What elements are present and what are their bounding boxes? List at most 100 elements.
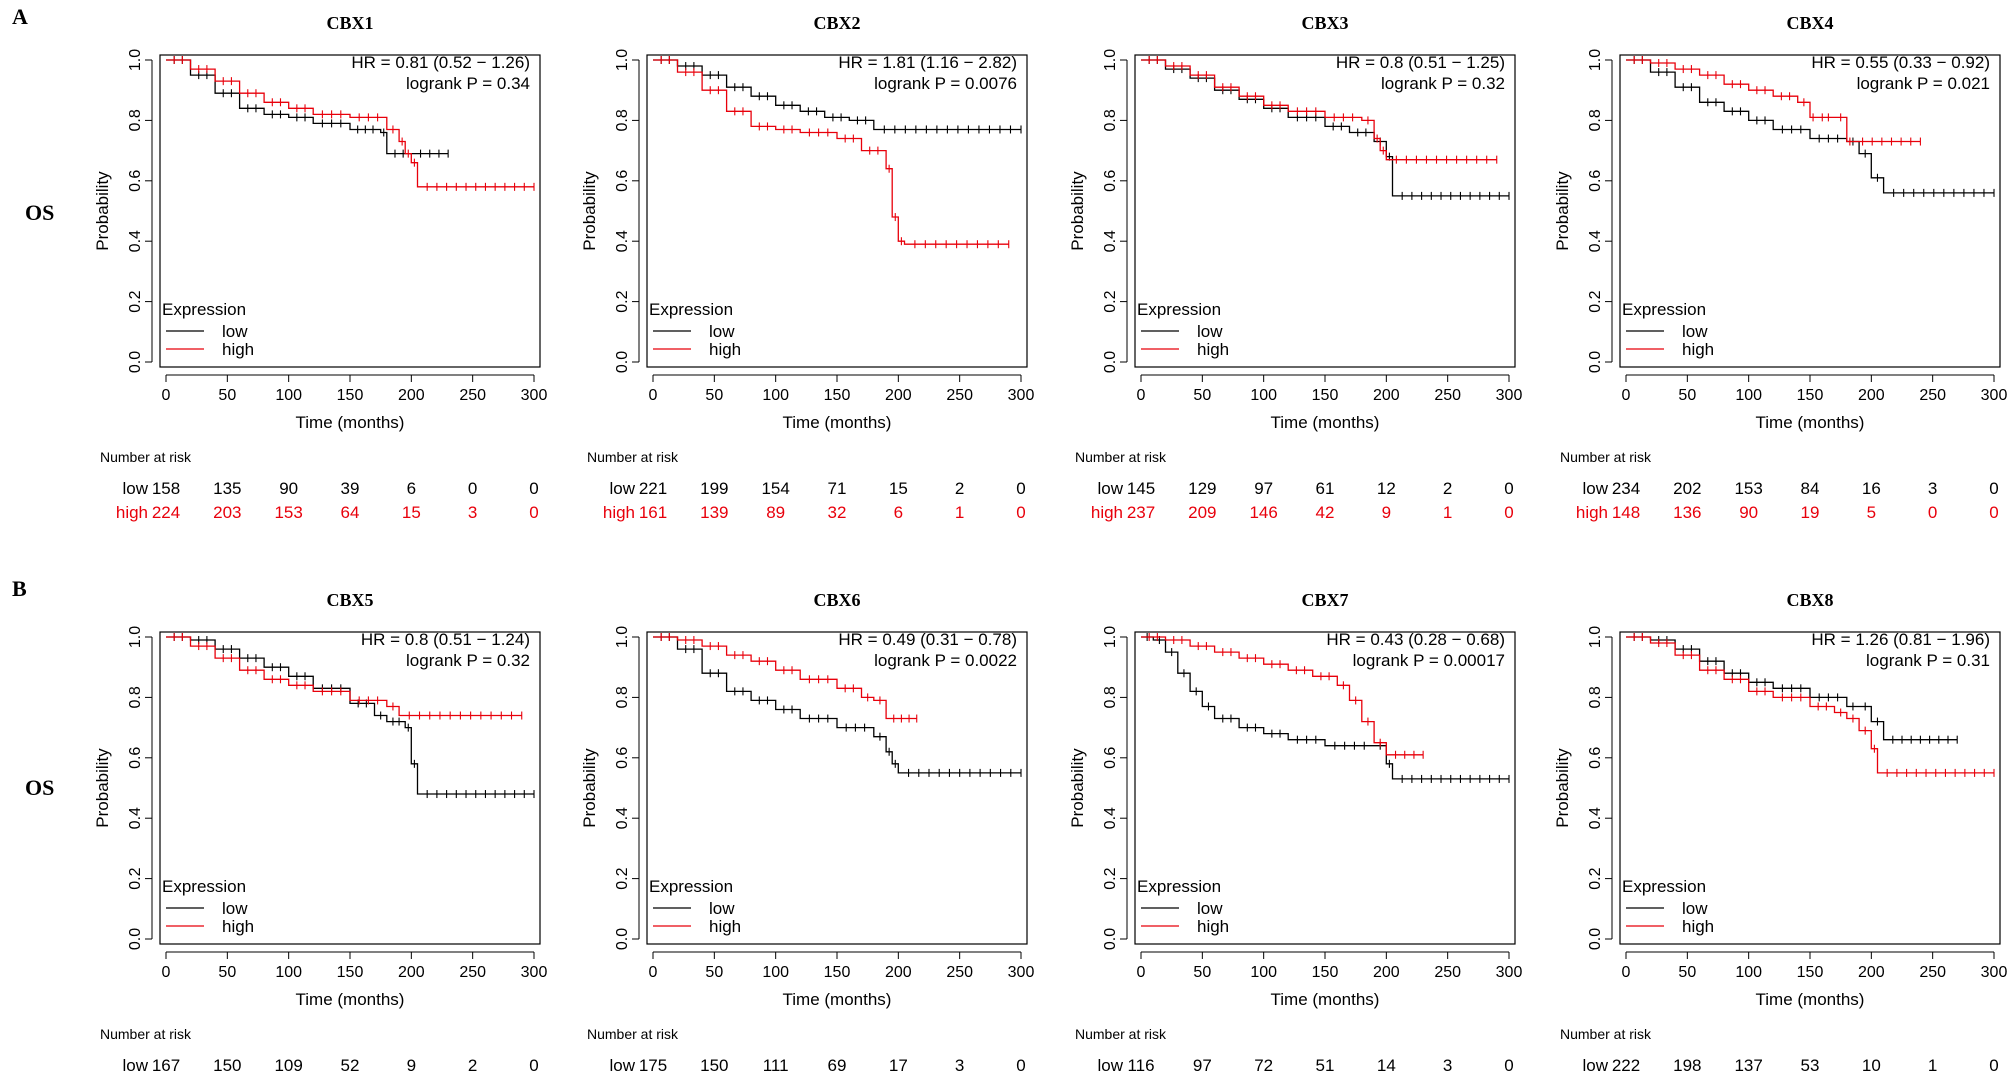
risk-table-title: Number at risk (1075, 1026, 1167, 1042)
risk-count-low: 158 (152, 479, 180, 498)
km-chart-cbx5: CBX5 0 50 100 150 200 250 300 Time (months) 0.0 0.… (93, 590, 547, 1081)
panel-label-a: A (12, 4, 28, 29)
risk-count-low: 199 (700, 479, 728, 498)
x-axis-label: Time (months) (783, 990, 892, 1009)
y-tick-label: 0.8 (614, 686, 631, 708)
plot-frame (1619, 54, 2001, 368)
x-tick-label: 0 (1137, 964, 1146, 981)
x-tick-label: 300 (1008, 387, 1035, 404)
x-tick-label: 250 (946, 964, 973, 981)
risk-count-low: 129 (1188, 479, 1216, 498)
x-tick-label: 100 (1735, 387, 1762, 404)
legend-label-low: low (1197, 899, 1223, 918)
y-axis-label: Probability (93, 748, 112, 828)
x-axis-label: Time (months) (296, 413, 405, 432)
risk-row-label-low: low (1582, 1056, 1608, 1075)
y-tick-label: 0.6 (614, 747, 631, 769)
x-tick-label: 50 (705, 387, 723, 404)
plot-frame (1134, 54, 1516, 368)
y-tick-label: 0.2 (614, 867, 631, 889)
x-tick-label: 100 (275, 964, 302, 981)
risk-count-high: 161 (639, 503, 667, 522)
x-tick-label: 250 (459, 387, 486, 404)
row-label-os-b: OS (25, 775, 54, 800)
risk-row-label-low: low (1097, 479, 1123, 498)
x-tick-label: 100 (762, 964, 789, 981)
y-tick-label: 0.0 (127, 351, 144, 373)
survival-curve-high (653, 636, 917, 720)
survival-curve-high (1141, 59, 1497, 161)
x-tick-label: 150 (1797, 387, 1824, 404)
x-tick-label: 250 (459, 964, 486, 981)
risk-count-low: 153 (1734, 479, 1762, 498)
y-tick-label: 0.0 (127, 928, 144, 950)
logrank-p-text: logrank P = 0.00017 (1353, 651, 1505, 670)
x-tick-label: 100 (762, 387, 789, 404)
x-tick-label: 100 (1250, 964, 1277, 981)
legend-label-low: low (1682, 899, 1708, 918)
risk-count-low: 90 (279, 479, 298, 498)
risk-count-low: 97 (1254, 479, 1273, 498)
risk-count-high: 1 (1443, 503, 1452, 522)
row-label-os-a: OS (25, 200, 54, 225)
x-tick-label: 250 (1919, 387, 1946, 404)
risk-count-low: 12 (1377, 479, 1396, 498)
survival-curve-low (653, 636, 1021, 774)
survival-curve-low (653, 59, 1021, 131)
x-tick-label: 0 (649, 387, 658, 404)
x-tick-label: 200 (885, 387, 912, 404)
risk-row-label-low: low (1582, 479, 1608, 498)
y-tick-label: 0.4 (1102, 230, 1119, 252)
x-tick-label: 300 (1496, 387, 1523, 404)
plot-frame (1134, 631, 1516, 945)
y-tick-label: 0.2 (614, 290, 631, 312)
plot-frame (646, 631, 1028, 945)
hazard-ratio-text: HR = 1.81 (1.16 − 2.82) (838, 53, 1017, 72)
risk-count-high: 3 (468, 503, 477, 522)
y-tick-label: 0.4 (1587, 230, 1604, 252)
x-tick-label: 50 (218, 387, 236, 404)
logrank-p-text: logrank P = 0.021 (1857, 74, 1990, 93)
risk-count-low: 0 (1989, 479, 1998, 498)
risk-count-low: 39 (341, 479, 360, 498)
chart-title: CBX7 (1301, 590, 1348, 610)
x-tick-label: 250 (1434, 387, 1461, 404)
risk-table-title: Number at risk (100, 449, 192, 465)
y-tick-label: 0.8 (614, 109, 631, 131)
logrank-p-text: logrank P = 0.0076 (874, 74, 1017, 93)
risk-row-label-low: low (609, 479, 635, 498)
hazard-ratio-text: HR = 0.43 (0.28 − 0.68) (1326, 630, 1505, 649)
risk-count-low: 72 (1254, 1056, 1273, 1075)
risk-count-low: 3 (1443, 1056, 1452, 1075)
x-tick-label: 200 (885, 964, 912, 981)
y-tick-label: 1.0 (1587, 626, 1604, 648)
logrank-p-text: logrank P = 0.34 (406, 74, 530, 93)
x-axis-label: Time (months) (296, 990, 405, 1009)
legend-label-low: low (709, 899, 735, 918)
legend-title: Expression (1622, 300, 1706, 319)
survival-curve-low (1626, 59, 1994, 194)
y-tick-label: 0.4 (127, 807, 144, 829)
legend-label-high: high (1682, 340, 1714, 359)
x-tick-label: 150 (824, 387, 851, 404)
x-tick-label: 150 (1312, 387, 1339, 404)
risk-count-high: 0 (1016, 503, 1025, 522)
y-tick-label: 0.2 (127, 867, 144, 889)
y-tick-label: 0.0 (1587, 351, 1604, 373)
x-axis-label: Time (months) (1756, 413, 1865, 432)
x-axis-label: Time (months) (783, 413, 892, 432)
risk-count-low: 71 (828, 479, 847, 498)
y-tick-label: 0.2 (1102, 867, 1119, 889)
plot-frame (159, 631, 541, 945)
risk-table-title: Number at risk (1560, 449, 1652, 465)
x-tick-label: 150 (337, 964, 364, 981)
risk-row-label-high: high (1091, 503, 1123, 522)
risk-count-low: 53 (1801, 1056, 1820, 1075)
risk-count-low: 15 (889, 479, 908, 498)
x-tick-label: 50 (218, 964, 236, 981)
